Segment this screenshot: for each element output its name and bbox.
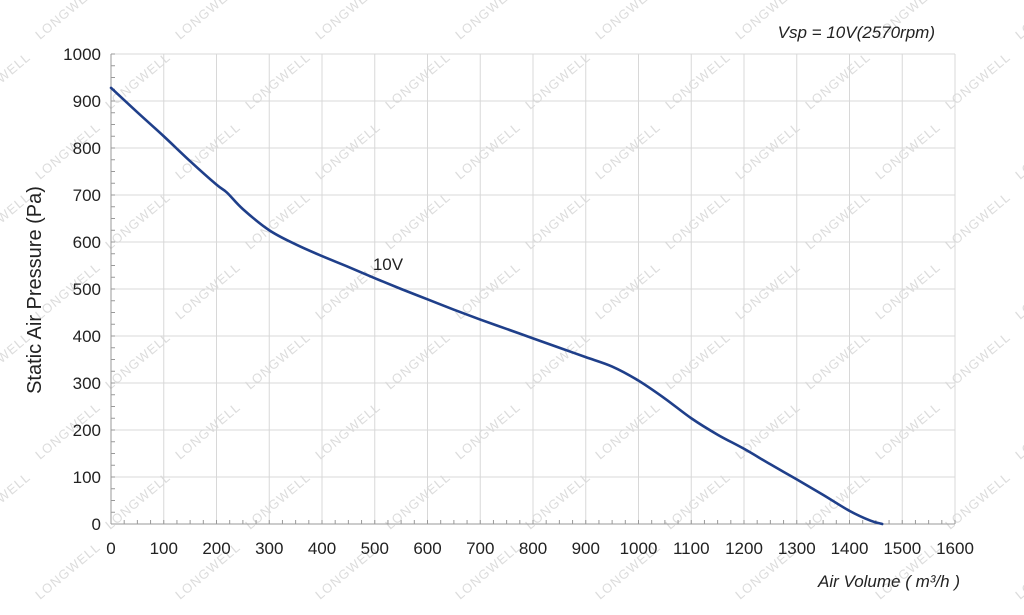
watermark-85: LONGWELL [592,399,663,462]
y-tick-label-6: 600 [73,233,101,252]
watermark-66: LONGWELL [732,259,803,322]
y-tick-label-10: 1000 [63,45,101,64]
watermark-46: LONGWELL [732,119,803,182]
watermark-93: LONGWELL [382,469,453,532]
watermark-97: LONGWELL [942,469,1013,532]
x-tick-label-2: 200 [202,539,230,558]
x-tick-label-13: 1300 [778,539,816,558]
watermark-21: LONGWELL [32,0,103,42]
watermark-101: LONGWELL [32,539,103,602]
y-tick-label-0: 0 [92,515,101,534]
watermark-83: LONGWELL [312,399,383,462]
watermark-84: LONGWELL [452,399,523,462]
watermark-56: LONGWELL [802,189,873,252]
watermark-25: LONGWELL [592,0,663,42]
watermark-95: LONGWELL [662,469,733,532]
watermark-45: LONGWELL [592,119,663,182]
watermark-48: LONGWELL [1012,119,1024,182]
watermark-layer: LONGWELL LONGWELL LONGWELL LONGWELL LONGWELL… [0,0,1024,602]
watermark-31: LONGWELL [102,49,173,112]
y-tick-label-4: 400 [73,327,101,346]
watermark-51: LONGWELL [102,189,173,252]
x-tick-label-8: 800 [519,539,547,558]
series-annotation-10v: 10V [373,255,404,274]
watermark-53: LONGWELL [382,189,453,252]
x-tick-label-9: 900 [572,539,600,558]
x-tick-label-15: 1500 [883,539,921,558]
watermark-23: LONGWELL [312,0,383,42]
y-tick-label-9: 900 [73,92,101,111]
x-tick-label-10: 1000 [620,539,658,558]
watermark-92: LONGWELL [242,469,313,532]
y-tick-label-5: 500 [73,280,101,299]
watermark-52: LONGWELL [242,189,313,252]
x-tick-label-6: 600 [413,539,441,558]
watermark-68: LONGWELL [1012,259,1024,322]
watermark-33: LONGWELL [382,49,453,112]
y-tick-label-2: 200 [73,421,101,440]
series-line-0 [109,86,884,526]
watermark-67: LONGWELL [872,259,943,322]
y-axis-label: Static Air Pressure (Pa) [24,186,46,394]
y-tick-label-1: 100 [73,468,101,487]
watermark-57: LONGWELL [942,189,1013,252]
watermark-28: LONGWELL [1012,0,1024,42]
series-layer [109,86,884,526]
x-tick-labels: 0 100 200 300 400 500 600 700 800 900 1000 1100 1200… [106,539,974,558]
x-axis-label: Air Volume ( m³/h ) [817,572,960,591]
watermark-62: LONGWELL [172,259,243,322]
y-tick-labels: 0 100 200 300 400 500 600 700 800 900 1000 [63,45,101,534]
watermark-43: LONGWELL [312,119,383,182]
watermark-22: LONGWELL [172,0,243,42]
chart-axes [110,53,956,525]
watermark-42: LONGWELL [172,119,243,182]
x-tick-label-7: 700 [466,539,494,558]
x-tick-label-14: 1400 [831,539,869,558]
watermark-108: LONGWELL [1012,539,1024,602]
watermark-47: LONGWELL [872,119,943,182]
watermark-86: LONGWELL [732,399,803,462]
watermark-87: LONGWELL [872,399,943,462]
y-tick-label-8: 800 [73,139,101,158]
y-tick-label-7: 700 [73,186,101,205]
x-tick-label-3: 300 [255,539,283,558]
watermark-82: LONGWELL [172,399,243,462]
x-tick-label-5: 500 [361,539,389,558]
watermark-90: LONGWELL [0,469,33,532]
watermark-65: LONGWELL [592,259,663,322]
x-tick-label-12: 1200 [725,539,763,558]
x-tick-label-11: 1100 [673,539,710,558]
watermark-37: LONGWELL [942,49,1013,112]
watermark-36: LONGWELL [802,49,873,112]
y-tick-label-3: 300 [73,374,101,393]
x-tick-label-16: 1600 [936,539,974,558]
x-tick-label-1: 100 [150,539,178,558]
watermark-44: LONGWELL [452,119,523,182]
watermark-24: LONGWELL [452,0,523,42]
chart-title: Vsp = 10V(2570rpm) [778,23,935,42]
watermark-35: LONGWELL [662,49,733,112]
watermark-30: LONGWELL [0,49,33,112]
x-tick-label-0: 0 [106,539,115,558]
watermark-55: LONGWELL [662,189,733,252]
watermark-88: LONGWELL [1012,399,1024,462]
x-tick-label-4: 400 [308,539,336,558]
watermark-32: LONGWELL [242,49,313,112]
